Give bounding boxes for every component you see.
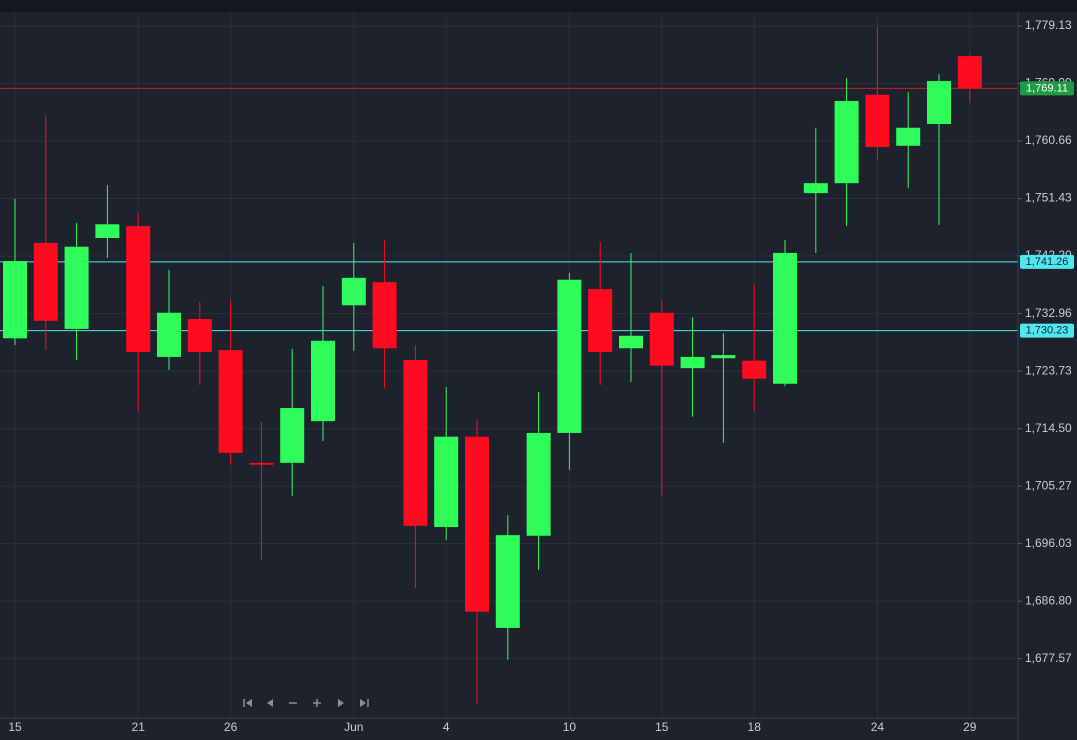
candle-body bbox=[588, 289, 613, 352]
candle-body bbox=[249, 462, 274, 465]
x-tick-label: 15 bbox=[655, 720, 669, 734]
x-tick-label: 15 bbox=[8, 720, 22, 734]
x-tick-label: 10 bbox=[563, 720, 577, 734]
x-tick-label: 29 bbox=[963, 720, 977, 734]
axis: 1,779.131,769.901,760.661,751.431,742.20… bbox=[8, 18, 1074, 734]
y-tick-label: 1,732.96 bbox=[1025, 306, 1072, 320]
navigation-buttons bbox=[243, 699, 369, 707]
candle-body bbox=[126, 226, 151, 352]
y-tick-label: 1,779.13 bbox=[1025, 18, 1072, 32]
scroll-right[interactable] bbox=[338, 699, 344, 707]
candle-body bbox=[557, 279, 582, 433]
candle-body bbox=[865, 94, 890, 148]
candle-body bbox=[218, 350, 243, 453]
y-tick-label: 1,705.27 bbox=[1025, 478, 1072, 492]
candle-body bbox=[680, 356, 705, 369]
candle-body bbox=[957, 56, 982, 89]
y-tick-label: 1,686.80 bbox=[1025, 593, 1072, 607]
candle-body bbox=[927, 81, 951, 124]
candle-body bbox=[619, 335, 643, 349]
candle-body bbox=[64, 246, 89, 329]
candle-body bbox=[711, 355, 736, 359]
level-label: 1,730.23 bbox=[1026, 325, 1069, 337]
candle-body bbox=[434, 436, 459, 528]
candle-body bbox=[95, 224, 120, 238]
candle-body bbox=[834, 100, 859, 184]
candle-body bbox=[649, 312, 674, 366]
y-tick-label: 1,677.57 bbox=[1025, 651, 1072, 665]
candle-body bbox=[896, 127, 921, 146]
level-label: 1,741.26 bbox=[1026, 256, 1069, 268]
candle-body bbox=[773, 252, 797, 384]
x-tick-label: Jun bbox=[344, 720, 363, 734]
y-tick-label: 1,696.03 bbox=[1025, 536, 1072, 550]
x-tick-label: 24 bbox=[871, 720, 885, 734]
candle-body bbox=[341, 277, 366, 306]
candle-body bbox=[742, 360, 767, 379]
candle-body bbox=[157, 312, 181, 357]
candle-body bbox=[3, 261, 27, 339]
scroll-start[interactable] bbox=[243, 699, 252, 707]
x-tick-label: 21 bbox=[132, 720, 146, 734]
top-bar bbox=[0, 0, 1077, 12]
candle-body bbox=[465, 436, 489, 612]
scroll-left[interactable] bbox=[267, 699, 273, 707]
candle-body bbox=[495, 535, 520, 628]
candle-body bbox=[403, 360, 428, 526]
zoom-in[interactable] bbox=[313, 699, 321, 707]
y-tick-label: 1,751.43 bbox=[1025, 191, 1072, 205]
x-tick-label: 4 bbox=[443, 720, 450, 734]
last-price-box bbox=[1020, 81, 1074, 96]
candle-body bbox=[526, 432, 551, 536]
x-tick-label: 26 bbox=[224, 720, 238, 734]
candle-body bbox=[372, 282, 397, 349]
candle-body bbox=[33, 242, 58, 321]
candle-body bbox=[311, 340, 335, 422]
scroll-end[interactable] bbox=[360, 699, 369, 707]
candles bbox=[3, 26, 982, 704]
level-label-box bbox=[1020, 254, 1074, 269]
last-price-label: 1,769.11 bbox=[1026, 82, 1068, 94]
candle-body bbox=[187, 318, 212, 352]
candle-body bbox=[280, 408, 305, 463]
level-label-box bbox=[1020, 323, 1074, 338]
y-tick-label: 1,723.73 bbox=[1025, 363, 1072, 377]
candle-body bbox=[803, 183, 828, 194]
y-tick-label: 1,714.50 bbox=[1025, 421, 1072, 435]
x-tick-label: 18 bbox=[748, 720, 762, 734]
y-tick-label: 1,760.66 bbox=[1025, 133, 1072, 147]
